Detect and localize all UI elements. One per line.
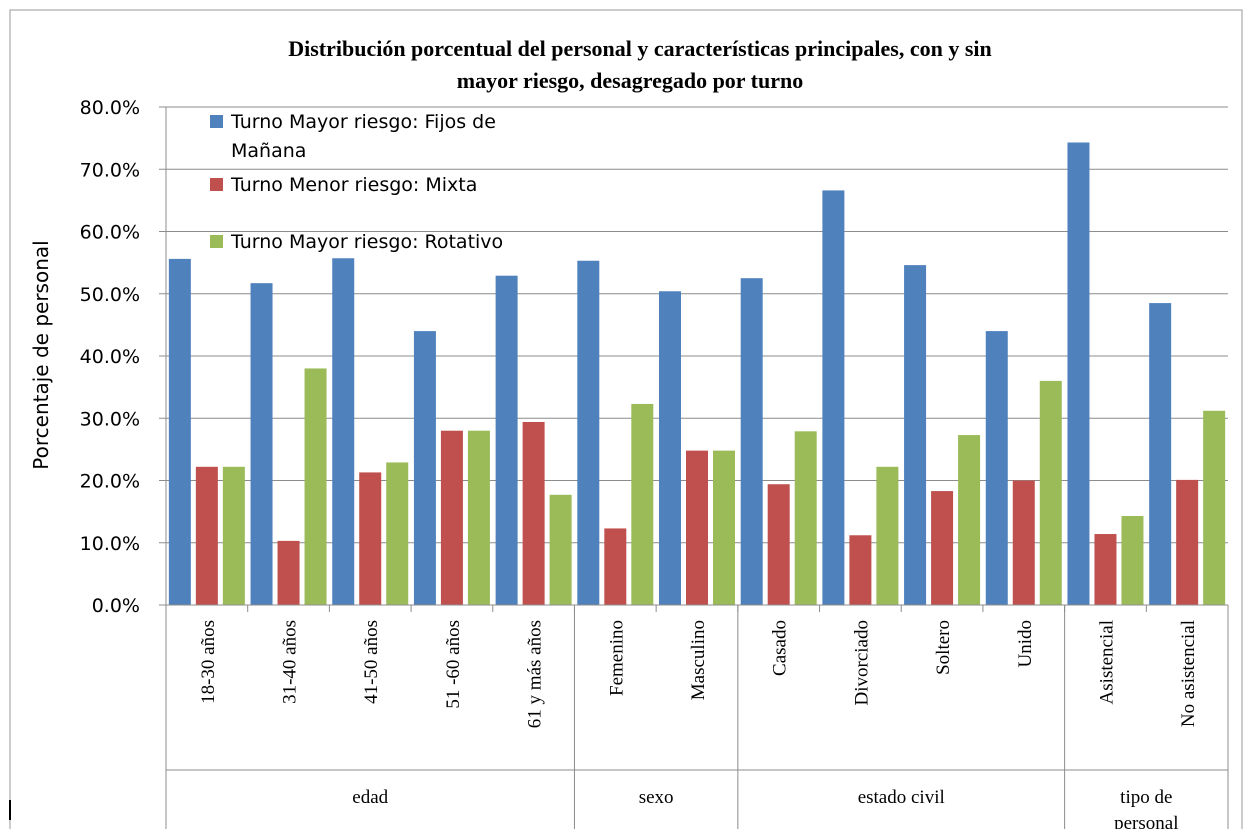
group-label: tipo de [1120,787,1172,808]
bar-1 [822,190,845,606]
bar-3 [549,494,572,605]
bar-3 [1203,410,1226,605]
y-tick-label: 0.0% [92,595,140,617]
bar-1 [577,260,600,605]
x-tick-label: 41-50 años [361,620,382,704]
group-label: sexo [639,787,674,808]
bar-2 [1012,480,1035,605]
x-tick-label: 61 y más años [525,620,546,728]
bar-3 [958,435,981,605]
bar-3 [386,462,409,605]
bar-3 [631,403,654,605]
x-tick-label: Masculino [688,620,709,700]
y-tick-label: 20.0% [80,471,140,493]
x-tick-label: Divorciado [851,620,872,705]
bar-2 [277,540,300,605]
chart-title-line-2: mayor riesgo, desagregado por turno [457,68,804,93]
y-tick-label: 10.0% [80,533,140,555]
bar-2 [195,466,218,605]
bar-2 [1176,479,1199,605]
x-tick-label: Femenino [606,620,627,696]
y-tick-label: 70.0% [80,159,140,181]
x-tick-label: Casado [770,620,791,676]
legend-swatch-3 [210,235,223,248]
y-tick-label: 50.0% [80,284,140,306]
group-label: estado civil [858,787,945,808]
bar-3 [1121,515,1144,605]
x-tick-label: Unido [1015,620,1036,668]
x-tick-label: Asistencial [1096,620,1117,704]
y-tick-label: 60.0% [80,222,140,244]
bar-3 [1039,380,1062,605]
x-axis [165,604,1229,829]
legend-label: Mañana [231,140,306,162]
bar-1 [740,278,763,605]
x-tick-label: Soltero [933,620,954,675]
legend: Turno Mayor riesgo: Fijos de Mañana Turno … [210,111,503,253]
bar-1 [904,265,927,605]
bars [168,142,1226,606]
chart-frame [9,9,1243,829]
bar-2 [604,528,627,605]
bar-1 [985,331,1008,605]
bar-2 [1094,534,1117,605]
bar-3 [713,450,735,605]
x-tick-label: 18-30 años [198,620,219,704]
bar-2 [359,472,382,605]
bar-2 [686,450,708,605]
bar-1 [659,291,681,605]
y-axis-label: Porcentaje de personal [29,240,53,469]
group-label: personal [1114,813,1178,829]
bar-2 [767,484,790,605]
bar-2 [522,421,545,605]
y-tick-label: 80.0% [80,97,140,119]
bar-3 [467,430,490,605]
x-tick-label: 31-40 años [280,620,301,704]
legend-swatch-1 [210,115,223,128]
legend-label: Turno Menor riesgo: Mixta [230,174,477,196]
bar-1 [168,258,191,605]
y-tick-label: 40.0% [80,346,140,368]
bar-1 [495,275,518,605]
bar-2 [440,430,463,605]
bar-2 [849,535,872,605]
y-tick-labels: 0.0% 10.0% 20.0% 30.0% 40.0% 50.0% 60.0% 70.0% 8… [80,97,140,617]
bar-3 [304,368,327,605]
legend-label: Turno Mayor riesgo: Rotativo [230,231,503,253]
group-label: edad [352,787,388,808]
bar-2 [931,491,954,605]
bar-3 [876,466,899,605]
bar-1 [250,283,273,605]
bar-3 [794,431,817,605]
bar-1 [332,258,355,605]
legend-swatch-2 [210,178,223,191]
x-tick-labels: 18-30 años 31-40 años 41-50 años 51 -60 año… [198,620,1199,728]
legend-label: Turno Mayor riesgo: Fijos de [230,111,496,133]
bar-1 [1067,142,1090,606]
x-tick-label: 51 -60 años [443,620,464,709]
category-groups: edad sexo estado civil tipo de personal [166,605,1228,829]
bar-1 [413,331,436,605]
x-tick-label: No asistencial [1178,620,1199,727]
chart-title-line-1: Distribución porcentual del personal y c… [288,36,992,61]
bar-3 [222,466,245,605]
y-tick-label: 30.0% [80,408,140,430]
bar-1 [1149,303,1172,605]
